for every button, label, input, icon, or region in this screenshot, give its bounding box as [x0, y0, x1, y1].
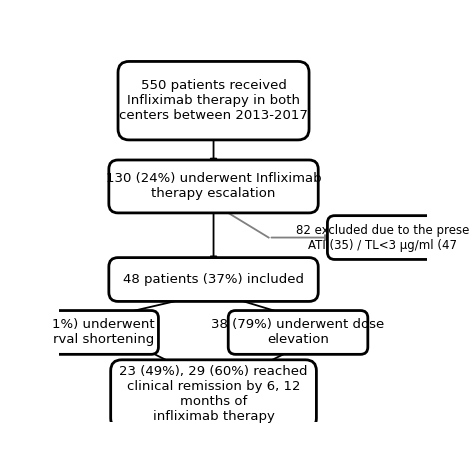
FancyBboxPatch shape — [328, 216, 438, 259]
FancyBboxPatch shape — [48, 310, 158, 355]
FancyBboxPatch shape — [110, 360, 317, 429]
Text: 130 (24%) underwent Infliximab
therapy escalation: 130 (24%) underwent Infliximab therapy e… — [106, 173, 321, 201]
Text: 1%) underwent
rval shortening: 1%) underwent rval shortening — [52, 319, 155, 346]
FancyBboxPatch shape — [109, 258, 318, 301]
FancyBboxPatch shape — [118, 62, 309, 140]
Text: 82 excluded due to the prese
ATI (35) / TL<3 μg/ml (47: 82 excluded due to the prese ATI (35) / … — [296, 224, 469, 252]
Text: 38 (79%) underwent dose
elevation: 38 (79%) underwent dose elevation — [211, 319, 385, 346]
Text: 550 patients received
Infliximab therapy in both
centers between 2013-2017: 550 patients received Infliximab therapy… — [119, 79, 308, 122]
FancyBboxPatch shape — [109, 160, 318, 213]
Text: 48 patients (37%) included: 48 patients (37%) included — [123, 273, 304, 286]
FancyBboxPatch shape — [228, 310, 368, 355]
Text: 23 (49%), 29 (60%) reached
clinical remission by 6, 12
months of
infliximab ther: 23 (49%), 29 (60%) reached clinical remi… — [119, 365, 308, 423]
